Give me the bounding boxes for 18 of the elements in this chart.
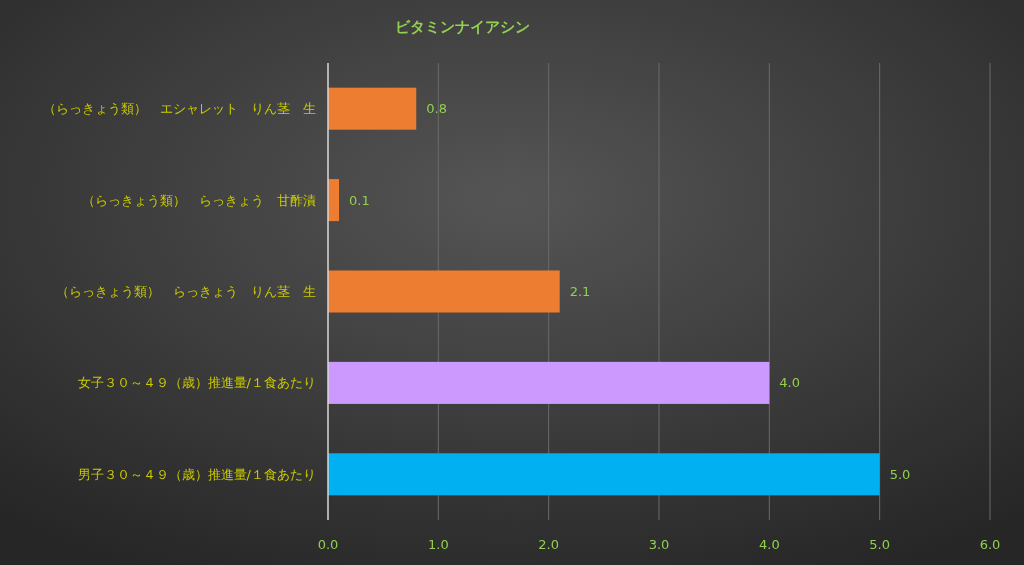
y-tick-label: （らっきょう類） エシャレット りん茎 生 bbox=[43, 101, 316, 117]
data-label: 4.0 bbox=[779, 375, 801, 391]
y-tick-label: 女子３０～４９（歳）推進量/１食あたり bbox=[77, 375, 316, 391]
y-tick-label: （らっきょう類） らっきょう 甘酢漬 bbox=[82, 192, 316, 208]
x-tick-label: 4.0 bbox=[758, 537, 780, 552]
chart-title: ビタミンナイアシン bbox=[394, 18, 530, 36]
y-tick-label: 男子３０～４９（歳）推進量/１食あたり bbox=[77, 466, 316, 482]
x-tick-label: 2.0 bbox=[538, 537, 560, 552]
data-label: 0.8 bbox=[426, 101, 447, 117]
x-tick-label: 3.0 bbox=[648, 537, 670, 552]
data-label: 2.1 bbox=[569, 284, 591, 300]
x-tick-label: 1.0 bbox=[427, 537, 449, 552]
data-label: 5.0 bbox=[889, 466, 911, 482]
x-tick-label: 5.0 bbox=[869, 537, 891, 552]
y-tick-label: （らっきょう類） らっきょう りん茎 生 bbox=[56, 284, 316, 300]
x-tick-label: 0.0 bbox=[317, 537, 339, 552]
data-label: 0.1 bbox=[349, 192, 370, 208]
x-tick-label: 6.0 bbox=[979, 537, 1001, 552]
